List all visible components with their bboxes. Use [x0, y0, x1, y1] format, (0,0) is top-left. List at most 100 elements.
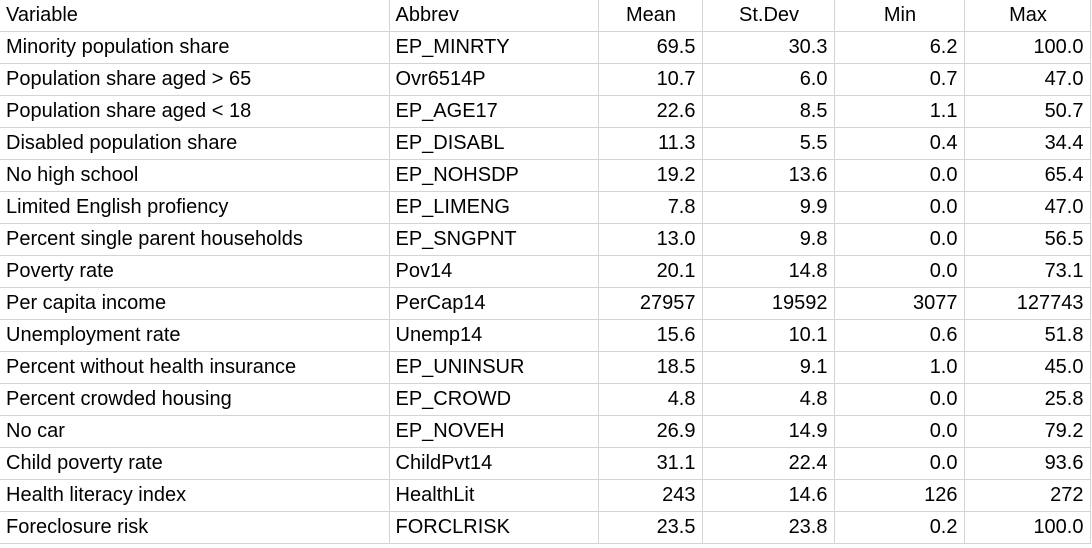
max-cell[interactable]: 73.1	[964, 255, 1091, 288]
min-cell[interactable]: 3077	[834, 287, 965, 320]
max-cell[interactable]: 51.8	[964, 319, 1091, 352]
variable-cell[interactable]: Population share aged > 65	[0, 63, 390, 96]
abbrev-cell[interactable]: EP_LIMENG	[389, 191, 599, 224]
variable-cell[interactable]: No high school	[0, 159, 390, 192]
min-cell[interactable]: 0.0	[834, 191, 965, 224]
abbrev-cell[interactable]: Ovr6514P	[389, 63, 599, 96]
variable-cell[interactable]: Percent single parent households	[0, 223, 390, 256]
stdev-cell[interactable]: 5.5	[702, 127, 835, 160]
stdev-cell[interactable]: 14.8	[702, 255, 835, 288]
min-cell[interactable]: 0.0	[834, 159, 965, 192]
variable-cell[interactable]: Child poverty rate	[0, 447, 390, 480]
stdev-cell[interactable]: 14.9	[702, 415, 835, 448]
abbrev-cell[interactable]: Pov14	[389, 255, 599, 288]
stdev-cell[interactable]: 9.9	[702, 191, 835, 224]
mean-cell[interactable]: 20.1	[598, 255, 703, 288]
variable-cell[interactable]: Per capita income	[0, 287, 390, 320]
max-cell[interactable]: 25.8	[964, 383, 1091, 416]
mean-cell[interactable]: 11.3	[598, 127, 703, 160]
mean-cell[interactable]: 69.5	[598, 31, 703, 64]
min-cell[interactable]: 0.0	[834, 415, 965, 448]
min-cell[interactable]: 0.0	[834, 447, 965, 480]
stdev-cell[interactable]: 10.1	[702, 319, 835, 352]
mean-cell[interactable]: 4.8	[598, 383, 703, 416]
mean-cell[interactable]: 22.6	[598, 95, 703, 128]
header-cell-min[interactable]: Min	[834, 0, 965, 32]
max-cell[interactable]: 50.7	[964, 95, 1091, 128]
abbrev-cell[interactable]: EP_CROWD	[389, 383, 599, 416]
mean-cell[interactable]: 31.1	[598, 447, 703, 480]
abbrev-cell[interactable]: Unemp14	[389, 319, 599, 352]
min-cell[interactable]: 0.2	[834, 511, 965, 544]
abbrev-cell[interactable]: EP_DISABL	[389, 127, 599, 160]
stdev-cell[interactable]: 30.3	[702, 31, 835, 64]
mean-cell[interactable]: 19.2	[598, 159, 703, 192]
max-cell[interactable]: 100.0	[964, 511, 1091, 544]
min-cell[interactable]: 1.1	[834, 95, 965, 128]
mean-cell[interactable]: 27957	[598, 287, 703, 320]
max-cell[interactable]: 79.2	[964, 415, 1091, 448]
max-cell[interactable]: 100.0	[964, 31, 1091, 64]
mean-cell[interactable]: 13.0	[598, 223, 703, 256]
stdev-cell[interactable]: 6.0	[702, 63, 835, 96]
abbrev-cell[interactable]: EP_NOHSDP	[389, 159, 599, 192]
mean-cell[interactable]: 26.9	[598, 415, 703, 448]
variable-cell[interactable]: Population share aged < 18	[0, 95, 390, 128]
header-cell-stdev[interactable]: St.Dev	[702, 0, 835, 32]
max-cell[interactable]: 272	[964, 479, 1091, 512]
stdev-cell[interactable]: 4.8	[702, 383, 835, 416]
min-cell[interactable]: 0.6	[834, 319, 965, 352]
abbrev-cell[interactable]: EP_NOVEH	[389, 415, 599, 448]
mean-cell[interactable]: 15.6	[598, 319, 703, 352]
stdev-cell[interactable]: 8.5	[702, 95, 835, 128]
max-cell[interactable]: 65.4	[964, 159, 1091, 192]
min-cell[interactable]: 0.0	[834, 255, 965, 288]
header-cell-max[interactable]: Max	[964, 0, 1091, 32]
abbrev-cell[interactable]: PerCap14	[389, 287, 599, 320]
mean-cell[interactable]: 10.7	[598, 63, 703, 96]
variable-cell[interactable]: Health literacy index	[0, 479, 390, 512]
abbrev-cell[interactable]: FORCLRISK	[389, 511, 599, 544]
min-cell[interactable]: 0.7	[834, 63, 965, 96]
variable-cell[interactable]: Minority population share	[0, 31, 390, 64]
variable-cell[interactable]: Unemployment rate	[0, 319, 390, 352]
min-cell[interactable]: 0.0	[834, 383, 965, 416]
header-cell-variable[interactable]: Variable	[0, 0, 390, 32]
variable-cell[interactable]: Foreclosure risk	[0, 511, 390, 544]
mean-cell[interactable]: 7.8	[598, 191, 703, 224]
variable-cell[interactable]: Percent crowded housing	[0, 383, 390, 416]
min-cell[interactable]: 126	[834, 479, 965, 512]
min-cell[interactable]: 0.0	[834, 223, 965, 256]
stdev-cell[interactable]: 9.1	[702, 351, 835, 384]
abbrev-cell[interactable]: HealthLit	[389, 479, 599, 512]
max-cell[interactable]: 93.6	[964, 447, 1091, 480]
abbrev-cell[interactable]: ChildPvt14	[389, 447, 599, 480]
mean-cell[interactable]: 18.5	[598, 351, 703, 384]
stdev-cell[interactable]: 22.4	[702, 447, 835, 480]
min-cell[interactable]: 1.0	[834, 351, 965, 384]
max-cell[interactable]: 47.0	[964, 63, 1091, 96]
variable-cell[interactable]: Poverty rate	[0, 255, 390, 288]
abbrev-cell[interactable]: EP_SNGPNT	[389, 223, 599, 256]
header-cell-abbrev[interactable]: Abbrev	[389, 0, 599, 32]
stdev-cell[interactable]: 9.8	[702, 223, 835, 256]
max-cell[interactable]: 56.5	[964, 223, 1091, 256]
stdev-cell[interactable]: 23.8	[702, 511, 835, 544]
variable-cell[interactable]: No car	[0, 415, 390, 448]
abbrev-cell[interactable]: EP_UNINSUR	[389, 351, 599, 384]
header-cell-mean[interactable]: Mean	[598, 0, 703, 32]
variable-cell[interactable]: Limited English profiency	[0, 191, 390, 224]
variable-cell[interactable]: Disabled population share	[0, 127, 390, 160]
min-cell[interactable]: 6.2	[834, 31, 965, 64]
variable-cell[interactable]: Percent without health insurance	[0, 351, 390, 384]
abbrev-cell[interactable]: EP_MINRTY	[389, 31, 599, 64]
stdev-cell[interactable]: 13.6	[702, 159, 835, 192]
max-cell[interactable]: 45.0	[964, 351, 1091, 384]
mean-cell[interactable]: 243	[598, 479, 703, 512]
max-cell[interactable]: 47.0	[964, 191, 1091, 224]
max-cell[interactable]: 34.4	[964, 127, 1091, 160]
mean-cell[interactable]: 23.5	[598, 511, 703, 544]
abbrev-cell[interactable]: EP_AGE17	[389, 95, 599, 128]
stdev-cell[interactable]: 19592	[702, 287, 835, 320]
stdev-cell[interactable]: 14.6	[702, 479, 835, 512]
